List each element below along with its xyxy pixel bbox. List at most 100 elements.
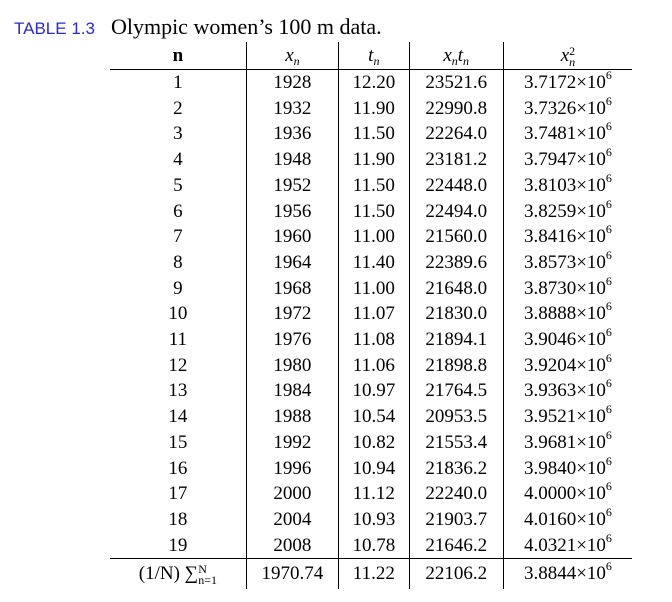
cell-xntn: 22448.0 — [409, 172, 504, 199]
cell-tn: 11.50 — [338, 121, 410, 148]
table-row: 11 1976 11.08 21894.1 3.9046×106 — [110, 326, 632, 353]
cell-tn: 11.12 — [338, 481, 410, 507]
table-row: 19 2008 10.78 21646.2 4.0321×106 — [110, 530, 632, 559]
cell-tn: 10.94 — [338, 455, 410, 482]
summary-xn-squared: 3.8844×106 — [503, 558, 632, 590]
cell-xn-squared: 3.9204×106 — [523, 350, 612, 376]
cell-xn-squared: 3.7326×106 — [523, 93, 612, 119]
table-row: 2 1932 11.90 22990.8 3.7326×106 — [110, 93, 632, 122]
summary-tn: 11.22 — [338, 558, 410, 590]
cell-n: 19 — [110, 532, 247, 559]
table-row: 9 1968 11.00 21648.0 3.8730×106 — [110, 273, 632, 302]
cell-xntn: 20953.5 — [409, 404, 504, 430]
cell-n: 18 — [110, 506, 247, 533]
table-row: 10 1972 11.07 21830.0 3.8888×106 — [110, 299, 632, 328]
table-row: 14 1988 10.54 20953.5 3.9521×106 — [110, 402, 632, 430]
table-row: 16 1996 10.94 21836.2 3.9840×106 — [110, 453, 632, 482]
header-tn: tn — [338, 42, 410, 70]
cell-tn: 10.78 — [338, 532, 410, 559]
cell-tn: 11.90 — [338, 95, 410, 122]
summary-xn: 1970.74 — [246, 558, 340, 590]
table-body: 1 1928 12.20 23521.6 3.7172×106 2 1932 11.90 229… — [110, 68, 632, 559]
cell-xn-squared: 3.9681×106 — [523, 427, 612, 453]
cell-xn: 1992 — [246, 429, 340, 456]
table-row: 6 1956 11.50 22494.0 3.8259×106 — [110, 198, 632, 225]
table-row: 18 2004 10.93 21903.7 4.0160×106 — [110, 504, 632, 533]
cell-xntn: 22494.0 — [409, 198, 504, 225]
cell-tn: 11.90 — [338, 147, 410, 173]
cell-xn: 1968 — [246, 275, 340, 302]
cell-xntn: 21560.0 — [409, 224, 504, 250]
cell-n: 1 — [110, 69, 247, 96]
cell-n: 3 — [110, 121, 247, 148]
summary-xntn: 22106.2 — [409, 558, 504, 590]
cell-n: 9 — [110, 275, 247, 302]
cell-xn: 2000 — [246, 481, 340, 507]
cell-xntn: 21898.8 — [409, 352, 504, 379]
cell-xn: 2008 — [246, 532, 340, 559]
cell-xn-squared: 3.9363×106 — [523, 376, 612, 402]
cell-xn-squared: 3.9521×106 — [523, 402, 612, 428]
cell-n: 10 — [110, 301, 247, 328]
cell-tn: 12.20 — [338, 69, 410, 96]
cell-n: 12 — [110, 352, 247, 379]
cell-xn-squared: 4.0000×106 — [523, 479, 612, 505]
cell-tn: 10.82 — [338, 429, 410, 456]
cell-xn-squared: 3.7481×106 — [523, 119, 612, 145]
table-row: 12 1980 11.06 21898.8 3.9204×106 — [110, 350, 632, 379]
cell-xn: 1996 — [246, 455, 340, 482]
cell-xn: 1936 — [246, 121, 340, 148]
cell-tn: 11.40 — [338, 249, 410, 276]
cell-n: 15 — [110, 429, 247, 456]
cell-xn-squared: 3.8416×106 — [523, 222, 612, 248]
cell-n: 4 — [110, 147, 247, 173]
header-xn: xn — [246, 42, 340, 70]
cell-xntn: 21903.7 — [409, 506, 504, 533]
header-xntn: xntn — [409, 42, 504, 70]
cell-xn-squared: 4.0321×106 — [523, 530, 612, 556]
table-row: 7 1960 11.00 21560.0 3.8416×106 — [110, 222, 632, 250]
cell-n: 5 — [110, 172, 247, 199]
cell-xn: 1928 — [246, 69, 340, 96]
header-n: n — [110, 42, 247, 70]
cell-tn: 11.07 — [338, 301, 410, 328]
cell-xn-squared: 3.7172×106 — [523, 68, 612, 93]
table-row: 17 2000 11.12 22240.0 4.0000×106 — [110, 479, 632, 507]
cell-xntn: 21553.4 — [409, 429, 504, 456]
cell-n: 11 — [110, 327, 247, 353]
cell-tn: 11.00 — [338, 275, 410, 302]
cell-n: 16 — [110, 455, 247, 482]
table-caption: TABLE 1.3 Olympic women’s 100 m data. — [14, 14, 382, 42]
cell-xn: 1956 — [246, 198, 340, 225]
cell-n: 17 — [110, 481, 247, 507]
table-row: 8 1964 11.40 22389.6 3.8573×106 — [110, 249, 632, 276]
cell-n: 2 — [110, 95, 247, 122]
cell-n: 7 — [110, 224, 247, 250]
cell-xn-squared: 4.0160×106 — [523, 504, 612, 530]
table-row: 4 1948 11.90 23181.2 3.7947×106 — [110, 146, 632, 173]
cell-n: 8 — [110, 249, 247, 276]
cell-xn: 1976 — [246, 327, 340, 353]
cell-xn-squared: 3.8730×106 — [523, 273, 612, 299]
cell-tn: 10.54 — [338, 404, 410, 430]
cell-xn: 1964 — [246, 249, 340, 276]
cell-xntn: 21764.5 — [409, 378, 504, 405]
cell-n: 14 — [110, 404, 247, 430]
cell-xn: 1980 — [246, 352, 340, 379]
cell-n: 13 — [110, 378, 247, 405]
table-row: 1 1928 12.20 23521.6 3.7172×106 — [110, 68, 632, 96]
cell-xn-squared: 3.9840×106 — [523, 453, 612, 479]
table-row: 15 1992 10.82 21553.4 3.9681×106 — [110, 427, 632, 456]
cell-n: 6 — [110, 198, 247, 225]
table-row: 5 1952 11.50 22448.0 3.8103×106 — [110, 172, 632, 199]
cell-xn: 1988 — [246, 404, 340, 430]
cell-xn: 2004 — [246, 506, 340, 533]
cell-xntn: 23181.2 — [409, 147, 504, 173]
cell-xn-squared: 3.8888×106 — [523, 299, 612, 325]
